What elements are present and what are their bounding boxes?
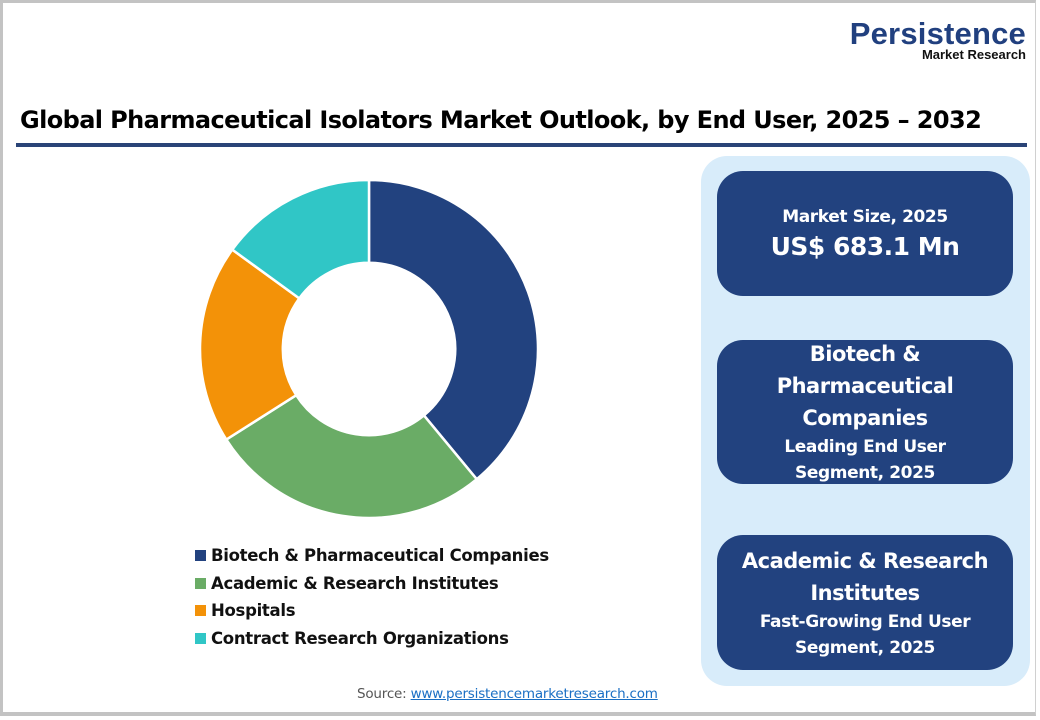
source-label: Source: xyxy=(357,686,407,702)
leading-segment-name: Pharmaceutical xyxy=(776,374,954,398)
chart-legend: Biotech & Pharmaceutical Companies Acade… xyxy=(195,542,549,652)
chart-title: Global Pharmaceutical Isolators Market O… xyxy=(20,106,982,134)
fast-growing-segment-name: Academic & Research xyxy=(741,548,989,573)
logo-wordmark: Persistence xyxy=(849,16,1026,51)
legend-item-academic: Academic & Research Institutes xyxy=(195,570,549,598)
leading-segment-name: Companies xyxy=(802,406,928,430)
legend-swatch-icon xyxy=(195,632,206,644)
legend-label: Contract Research Organizations xyxy=(211,628,509,648)
donut-slice-hospitals xyxy=(198,247,302,442)
legend-label: Biotech & Pharmaceutical Companies xyxy=(211,546,549,566)
donut-svg xyxy=(198,178,540,520)
fast-growing-segment-desc: Segment, 2025 xyxy=(795,637,935,658)
legend-label: Hospitals xyxy=(211,601,296,621)
donut-chart xyxy=(190,170,550,530)
leading-segment-desc: Leading End User xyxy=(784,437,946,457)
donut-slice-academic-research-institutes xyxy=(224,393,479,520)
donut-slice-contract-research-organizations xyxy=(230,178,371,301)
market-size-card: Market Size, 2025 US$ 683.1 Mn xyxy=(717,171,1013,296)
source-link[interactable]: www.persistencemarketresearch.com xyxy=(410,686,658,702)
fast-growing-segment-desc: Fast-Growing End User xyxy=(759,611,971,632)
title-underline xyxy=(16,143,1027,147)
legend-swatch-icon xyxy=(195,605,206,617)
fast-growing-segment-name: Institutes xyxy=(810,580,920,605)
donut-slice-biotech-pharmaceutical-companies xyxy=(367,178,540,481)
legend-swatch-icon xyxy=(195,550,206,562)
leading-segment-card: Biotech & Pharmaceutical Companies Leadi… xyxy=(717,340,1013,484)
market-size-value: US$ 683.1 Mn xyxy=(770,231,960,261)
persistence-logo: Persistence Market Research xyxy=(850,18,1026,62)
key-stats-panel: Market Size, 2025 US$ 683.1 Mn Biotech &… xyxy=(701,156,1030,686)
legend-item-hospitals: Hospitals xyxy=(195,597,549,625)
legend-swatch-icon xyxy=(195,577,206,589)
legend-label: Academic & Research Institutes xyxy=(211,573,499,593)
market-size-label: Market Size, 2025 xyxy=(782,206,948,227)
legend-item-biotech: Biotech & Pharmaceutical Companies xyxy=(195,542,549,570)
source-note: Source: www.persistencemarketresearch.co… xyxy=(357,686,658,702)
logo-subtitle: Market Research xyxy=(921,47,1026,62)
leading-segment-name: Biotech & xyxy=(809,342,921,366)
legend-item-cro: Contract Research Organizations xyxy=(195,625,549,653)
leading-segment-desc: Segment, 2025 xyxy=(795,463,935,483)
fast-growing-segment-card: Academic & Research Institutes Fast-Grow… xyxy=(717,535,1013,670)
